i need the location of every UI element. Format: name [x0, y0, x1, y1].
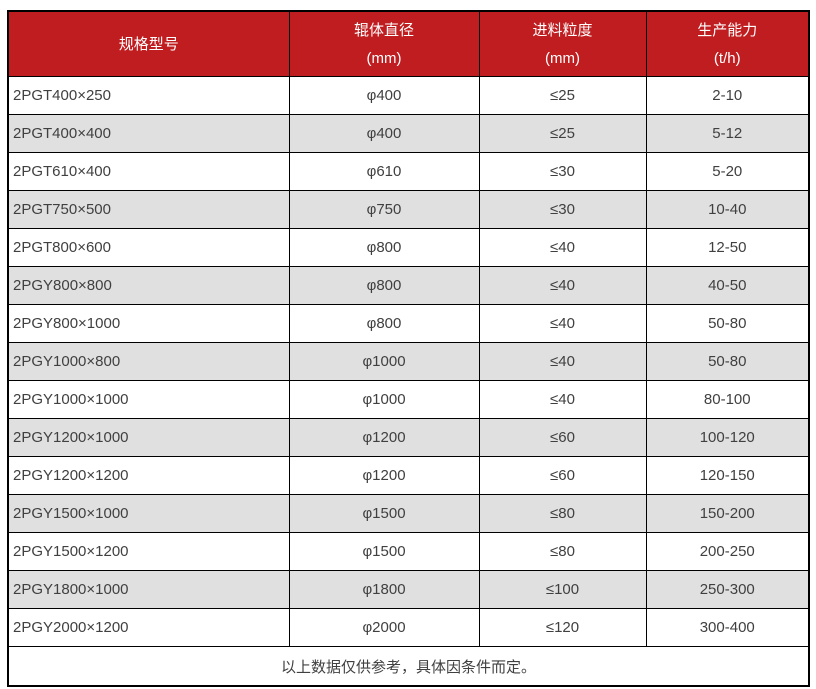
cell-model: 2PGT400×400 — [7, 114, 290, 153]
cell-model: 2PGY1800×1000 — [7, 570, 290, 609]
header-row: 规格型号 辊体直径 (mm) 进料粒度 (mm) 生产能力 (t/h) — [7, 10, 810, 77]
table-row: 2PGT400×250 φ400 ≤25 2-10 — [7, 76, 810, 115]
cell-capacity: 120-150 — [645, 456, 810, 495]
cell-feed: ≤40 — [478, 266, 647, 305]
cell-model: 2PGY1500×1200 — [7, 532, 290, 571]
cell-diameter: φ800 — [288, 266, 480, 305]
cell-model: 2PGY1000×1000 — [7, 380, 290, 419]
cell-diameter: φ800 — [288, 304, 480, 343]
cell-diameter: φ1500 — [288, 532, 480, 571]
cell-diameter: φ1000 — [288, 380, 480, 419]
cell-diameter: φ1000 — [288, 342, 480, 381]
table-row: 2PGY1200×1200 φ1200 ≤60 120-150 — [7, 456, 810, 495]
cell-model: 2PGY800×800 — [7, 266, 290, 305]
col-header-capacity-label: 生产能力 — [697, 21, 758, 39]
cell-feed: ≤80 — [478, 532, 647, 571]
cell-feed: ≤120 — [478, 608, 647, 647]
table-row: 2PGY1200×1000 φ1200 ≤60 100-120 — [7, 418, 810, 457]
cell-capacity: 5-12 — [645, 114, 810, 153]
cell-capacity: 50-80 — [645, 342, 810, 381]
cell-capacity: 250-300 — [645, 570, 810, 609]
cell-feed: ≤80 — [478, 494, 647, 533]
cell-diameter: φ610 — [288, 152, 480, 191]
cell-capacity: 200-250 — [645, 532, 810, 571]
cell-capacity: 80-100 — [645, 380, 810, 419]
spec-table: 规格型号 辊体直径 (mm) 进料粒度 (mm) 生产能力 (t/h) 2P — [7, 10, 810, 687]
spec-table-footer: 以上数据仅供参考，具体因条件而定。 — [7, 646, 810, 687]
cell-diameter: φ1800 — [288, 570, 480, 609]
table-row: 2PGT750×500 φ750 ≤30 10-40 — [7, 190, 810, 229]
cell-model: 2PGT400×250 — [7, 76, 290, 115]
cell-diameter: φ1200 — [288, 456, 480, 495]
table-row: 2PGT800×600 φ800 ≤40 12-50 — [7, 228, 810, 267]
table-row: 2PGY1500×1200 φ1500 ≤80 200-250 — [7, 532, 810, 571]
cell-capacity: 100-120 — [645, 418, 810, 457]
cell-model: 2PGT800×600 — [7, 228, 290, 267]
cell-feed: ≤25 — [478, 76, 647, 115]
table-row: 2PGY1000×800 φ1000 ≤40 50-80 — [7, 342, 810, 381]
col-header-capacity-unit: (t/h) — [713, 49, 741, 67]
cell-capacity: 50-80 — [645, 304, 810, 343]
col-header-roller-diameter-unit: (mm) — [366, 49, 402, 67]
spec-table-body: 2PGT400×250 φ400 ≤25 2-10 2PGT400×400 φ400 ≤25… — [7, 76, 810, 647]
cell-feed: ≤40 — [478, 228, 647, 267]
cell-diameter: φ400 — [288, 76, 480, 115]
cell-model: 2PGY1200×1200 — [7, 456, 290, 495]
cell-model: 2PGT610×400 — [7, 152, 290, 191]
cell-feed: ≤25 — [478, 114, 647, 153]
cell-capacity: 12-50 — [645, 228, 810, 267]
col-header-roller-diameter: 辊体直径 (mm) — [288, 10, 480, 77]
cell-model: 2PGY1200×1000 — [7, 418, 290, 457]
col-header-model: 规格型号 — [7, 10, 290, 77]
cell-capacity: 150-200 — [645, 494, 810, 533]
col-header-model-label: 规格型号 — [118, 35, 179, 53]
col-header-feed-size-label: 进料粒度 — [532, 21, 593, 39]
cell-feed: ≤40 — [478, 380, 647, 419]
cell-model: 2PGY2000×1200 — [7, 608, 290, 647]
cell-diameter: φ1500 — [288, 494, 480, 533]
cell-diameter: φ750 — [288, 190, 480, 229]
cell-feed: ≤100 — [478, 570, 647, 609]
table-row: 2PGY1000×1000 φ1000 ≤40 80-100 — [7, 380, 810, 419]
spec-table-header: 规格型号 辊体直径 (mm) 进料粒度 (mm) 生产能力 (t/h) — [7, 10, 810, 77]
col-header-roller-diameter-label: 辊体直径 — [353, 21, 414, 39]
table-row: 2PGY1800×1000 φ1800 ≤100 250-300 — [7, 570, 810, 609]
cell-feed: ≤30 — [478, 152, 647, 191]
cell-model: 2PGY800×1000 — [7, 304, 290, 343]
cell-diameter: φ400 — [288, 114, 480, 153]
cell-feed: ≤60 — [478, 418, 647, 457]
col-header-capacity: 生产能力 (t/h) — [645, 10, 810, 77]
table-row: 2PGT400×400 φ400 ≤25 5-12 — [7, 114, 810, 153]
cell-feed: ≤30 — [478, 190, 647, 229]
cell-feed: ≤40 — [478, 304, 647, 343]
cell-capacity: 40-50 — [645, 266, 810, 305]
cell-diameter: φ800 — [288, 228, 480, 267]
table-row: 2PGT610×400 φ610 ≤30 5-20 — [7, 152, 810, 191]
cell-feed: ≤40 — [478, 342, 647, 381]
cell-model: 2PGT750×500 — [7, 190, 290, 229]
cell-model: 2PGY1500×1000 — [7, 494, 290, 533]
cell-capacity: 10-40 — [645, 190, 810, 229]
footer-note: 以上数据仅供参考，具体因条件而定。 — [7, 646, 810, 687]
col-header-feed-size-unit: (mm) — [545, 49, 580, 67]
table-row: 2PGY1500×1000 φ1500 ≤80 150-200 — [7, 494, 810, 533]
table-row: 2PGY800×800 φ800 ≤40 40-50 — [7, 266, 810, 305]
cell-diameter: φ1200 — [288, 418, 480, 457]
cell-capacity: 300-400 — [645, 608, 810, 647]
footer-row: 以上数据仅供参考，具体因条件而定。 — [7, 646, 810, 687]
cell-feed: ≤60 — [478, 456, 647, 495]
cell-capacity: 2-10 — [645, 76, 810, 115]
table-row: 2PGY2000×1200 φ2000 ≤120 300-400 — [7, 608, 810, 647]
table-row: 2PGY800×1000 φ800 ≤40 50-80 — [7, 304, 810, 343]
cell-model: 2PGY1000×800 — [7, 342, 290, 381]
cell-diameter: φ2000 — [288, 608, 480, 647]
col-header-feed-size: 进料粒度 (mm) — [478, 10, 647, 77]
cell-capacity: 5-20 — [645, 152, 810, 191]
